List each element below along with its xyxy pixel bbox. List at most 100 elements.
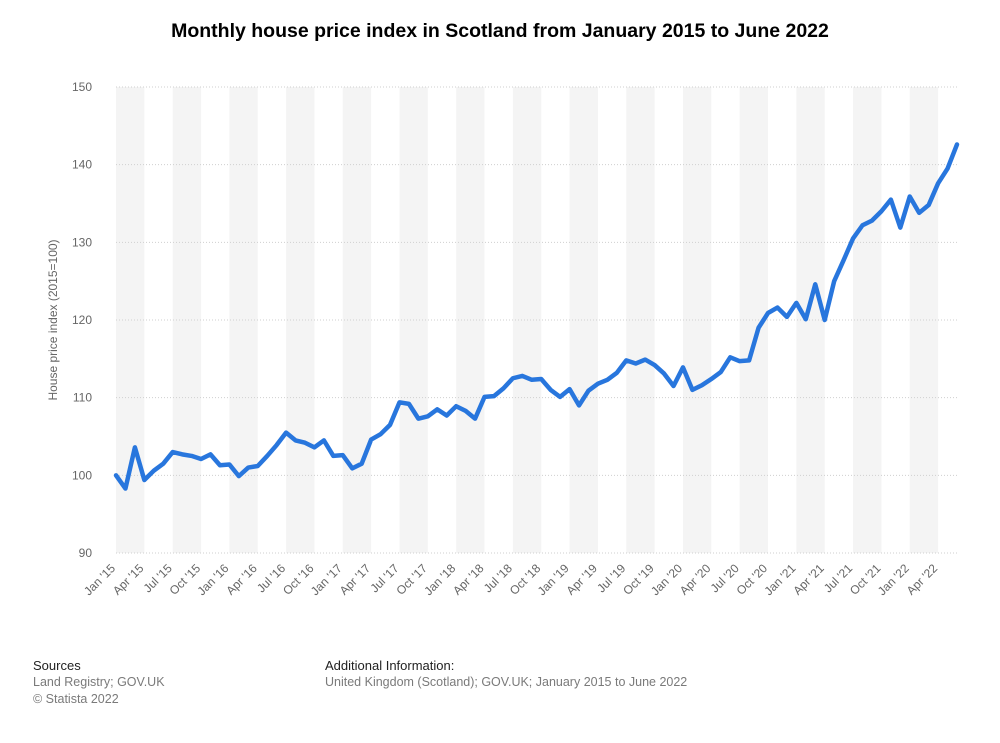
data-point[interactable] [934,179,942,187]
data-point[interactable] [225,460,233,468]
data-point[interactable] [859,221,867,229]
data-point[interactable] [792,299,800,307]
data-point[interactable] [679,363,687,371]
data-point[interactable] [178,450,186,458]
data-point[interactable] [868,217,876,225]
data-point[interactable] [537,375,545,383]
data-point[interactable] [329,452,337,460]
data-point[interactable] [887,196,895,204]
data-point[interactable] [953,140,961,148]
data-point[interactable] [433,405,441,413]
data-point[interactable] [707,375,715,383]
data-point[interactable] [263,452,271,460]
sources-link[interactable]: Land Registry; GOV.UK [33,675,165,689]
data-point[interactable] [301,439,309,447]
data-point[interactable] [566,385,574,393]
data-point[interactable] [386,421,394,429]
data-point[interactable] [443,412,451,420]
data-point[interactable] [594,380,602,388]
x-tick-label: Apr '15 [110,561,147,598]
data-point[interactable] [660,370,668,378]
data-point[interactable] [367,436,375,444]
data-point[interactable] [547,386,555,394]
data-point[interactable] [452,402,460,410]
data-point[interactable] [698,381,706,389]
data-point[interactable] [320,436,328,444]
data-point[interactable] [584,387,592,395]
data-point[interactable] [188,452,196,460]
data-point[interactable] [641,356,649,364]
x-tick-label: Jan '16 [195,561,232,598]
data-point[interactable] [216,461,224,469]
data-point[interactable] [613,369,621,377]
data-point[interactable] [282,429,290,437]
data-point[interactable] [310,443,318,451]
data-point[interactable] [235,472,243,480]
data-point[interactable] [764,309,772,317]
data-point[interactable] [944,165,952,173]
data-point[interactable] [811,280,819,288]
data-point[interactable] [717,368,725,376]
background-band [796,87,825,553]
data-point[interactable] [490,392,498,400]
data-point[interactable] [528,376,536,384]
data-point[interactable] [840,256,848,264]
data-point[interactable] [632,359,640,367]
y-tick-label: 110 [73,391,92,405]
data-point[interactable] [121,485,129,493]
data-point[interactable] [499,384,507,392]
data-point[interactable] [896,224,904,232]
data-point[interactable] [405,400,413,408]
data-point[interactable] [169,448,177,456]
data-point[interactable] [395,398,403,406]
data-point[interactable] [254,462,262,470]
data-point[interactable] [783,313,791,321]
data-point[interactable] [150,467,158,475]
data-point[interactable] [755,324,763,332]
data-point[interactable] [726,353,734,361]
data-point[interactable] [830,277,838,285]
data-point[interactable] [821,316,829,324]
x-tick-label: Jan '18 [421,561,458,598]
data-point[interactable] [849,234,857,242]
data-point[interactable] [292,436,300,444]
data-point[interactable] [462,407,470,415]
data-point[interactable] [424,412,432,420]
data-point[interactable] [244,464,252,472]
data-point[interactable] [802,315,810,323]
additional-info-heading: Additional Information: [325,658,455,673]
data-point[interactable] [877,207,885,215]
data-point[interactable] [481,393,489,401]
data-point[interactable] [773,304,781,312]
data-point[interactable] [358,460,366,468]
data-point[interactable] [622,356,630,364]
data-point[interactable] [112,471,120,479]
data-point[interactable] [197,455,205,463]
data-point[interactable] [651,361,659,369]
data-point[interactable] [925,201,933,209]
data-point[interactable] [140,476,148,484]
x-tick-label: Apr '18 [450,561,487,598]
data-point[interactable] [670,382,678,390]
y-tick-label: 140 [72,158,92,172]
data-point[interactable] [915,209,923,217]
data-point[interactable] [603,376,611,384]
data-point[interactable] [736,357,744,365]
data-point[interactable] [556,393,564,401]
data-point[interactable] [575,401,583,409]
data-point[interactable] [745,356,753,364]
data-point[interactable] [339,451,347,459]
data-point[interactable] [688,386,696,394]
additional-info-text: United Kingdom (Scotland); GOV.UK; Janua… [325,675,688,689]
data-point[interactable] [348,464,356,472]
data-point[interactable] [377,430,385,438]
data-point[interactable] [414,415,422,423]
data-point[interactable] [131,443,139,451]
data-point[interactable] [159,460,167,468]
data-point[interactable] [273,441,281,449]
data-point[interactable] [509,374,517,382]
data-point[interactable] [471,415,479,423]
data-point[interactable] [206,450,214,458]
data-point[interactable] [518,372,526,380]
data-point[interactable] [906,193,914,201]
